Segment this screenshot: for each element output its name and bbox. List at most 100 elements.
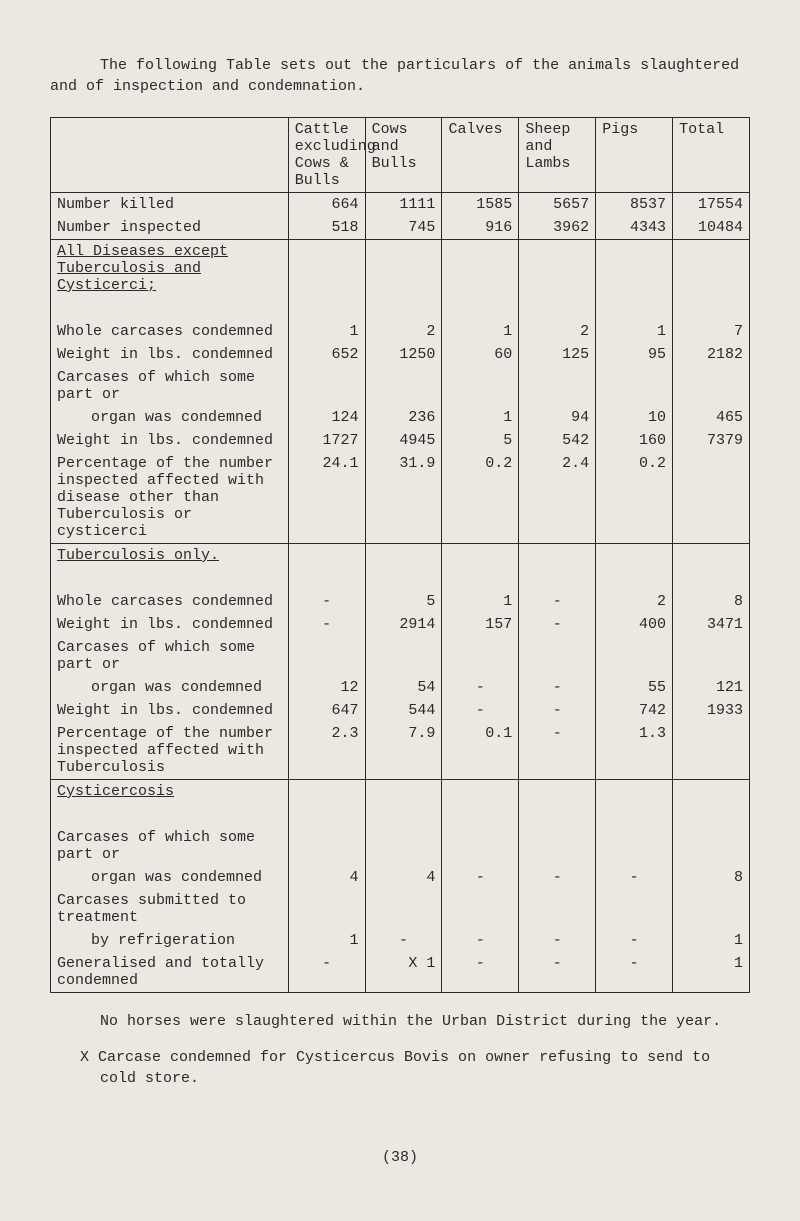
row-label: by refrigeration	[51, 929, 289, 952]
cell: 3471	[673, 613, 750, 636]
cell: 7	[673, 320, 750, 343]
cell: 2.4	[519, 452, 596, 544]
section-heading: All Diseases except Tuberculosis and Cys…	[51, 240, 289, 298]
row-label: Whole carcases condemned	[51, 590, 289, 613]
cell: 0.1	[442, 722, 519, 780]
cell: -	[519, 699, 596, 722]
cell: -	[596, 952, 673, 993]
cell: 652	[288, 343, 365, 366]
row-label: organ was condemned	[51, 866, 289, 889]
cell: 0.2	[442, 452, 519, 544]
cell: 1	[442, 406, 519, 429]
row-label: Carcases submitted to treatment	[51, 889, 289, 929]
cell: 7.9	[365, 722, 442, 780]
page-number: (38)	[50, 1149, 750, 1166]
col-pigs: Pigs	[596, 118, 673, 193]
cell: 8537	[596, 193, 673, 217]
cell: 4945	[365, 429, 442, 452]
cell: 2914	[365, 613, 442, 636]
table-row: Percentage of the number inspected affec…	[51, 452, 750, 544]
table-row	[51, 803, 750, 826]
cell: 664	[288, 193, 365, 217]
cell: -	[519, 613, 596, 636]
cell: 12	[288, 676, 365, 699]
table-row: Generalised and totally condemned - X 1 …	[51, 952, 750, 993]
cell: 647	[288, 699, 365, 722]
table-row: Whole carcases condemned 1 2 1 2 1 7	[51, 320, 750, 343]
cell: 0.2	[596, 452, 673, 544]
section-heading: Tuberculosis only.	[51, 544, 289, 568]
cell: 4	[288, 866, 365, 889]
cell: -	[442, 676, 519, 699]
table-row	[51, 297, 750, 320]
cell: -	[442, 952, 519, 993]
cell: 54	[365, 676, 442, 699]
cell: 916	[442, 216, 519, 240]
cell: -	[288, 590, 365, 613]
cell: 157	[442, 613, 519, 636]
cell: 124	[288, 406, 365, 429]
row-label: Carcases of which some part or	[51, 636, 289, 676]
cell: 1111	[365, 193, 442, 217]
row-label: Carcases of which some part or	[51, 826, 289, 866]
table-row: Weight in lbs. condemned 652 1250 60 125…	[51, 343, 750, 366]
row-label: Weight in lbs. condemned	[51, 429, 289, 452]
cell: -	[596, 866, 673, 889]
cell: 2	[596, 590, 673, 613]
cell: 31.9	[365, 452, 442, 544]
table-row: Weight in lbs. condemned 1727 4945 5 542…	[51, 429, 750, 452]
table-row: by refrigeration 1 - - - - 1	[51, 929, 750, 952]
cell: -	[596, 929, 673, 952]
col-blank	[51, 118, 289, 193]
table-row: Cysticercosis	[51, 780, 750, 804]
table-row: organ was condemned 4 4 - - - 8	[51, 866, 750, 889]
table-row: All Diseases except Tuberculosis and Cys…	[51, 240, 750, 298]
cell: -	[288, 952, 365, 993]
cell: 5	[442, 429, 519, 452]
cell: 1	[442, 590, 519, 613]
cell: 17554	[673, 193, 750, 217]
cell: 544	[365, 699, 442, 722]
col-sheep: Sheep and Lambs	[519, 118, 596, 193]
cell: 24.1	[288, 452, 365, 544]
row-label: Percentage of the number inspected affec…	[51, 452, 289, 544]
row-label: Weight in lbs. condemned	[51, 699, 289, 722]
cell: 2	[519, 320, 596, 343]
table-row: Weight in lbs. condemned - 2914 157 - 40…	[51, 613, 750, 636]
table-row: organ was condemned 124 236 1 94 10 465	[51, 406, 750, 429]
table-row: Whole carcases condemned - 5 1 - 2 8	[51, 590, 750, 613]
cell	[673, 452, 750, 544]
cell: 2182	[673, 343, 750, 366]
table-row: Carcases submitted to treatment	[51, 889, 750, 929]
row-label: organ was condemned	[51, 406, 289, 429]
section-heading: Cysticercosis	[51, 780, 289, 804]
cell: 3962	[519, 216, 596, 240]
row-label: Whole carcases condemned	[51, 320, 289, 343]
cell: 236	[365, 406, 442, 429]
row-label: Weight in lbs. condemned	[51, 343, 289, 366]
cell: 518	[288, 216, 365, 240]
col-calves: Calves	[442, 118, 519, 193]
cell: -	[365, 929, 442, 952]
footnote-horses: No horses were slaughtered within the Ur…	[50, 1011, 750, 1032]
cell: 1	[673, 952, 750, 993]
cell: 5	[365, 590, 442, 613]
cell: 542	[519, 429, 596, 452]
cell: 125	[519, 343, 596, 366]
cell: 10484	[673, 216, 750, 240]
table-row: Tuberculosis only.	[51, 544, 750, 568]
cell: -	[519, 676, 596, 699]
cell: 1	[288, 320, 365, 343]
cell: -	[519, 722, 596, 780]
slaughter-table: Cattle excluding Cows & Bulls Cows and B…	[50, 117, 750, 993]
cell: X 1	[365, 952, 442, 993]
cell: 742	[596, 699, 673, 722]
row-label: Number killed	[51, 193, 289, 217]
cell: 400	[596, 613, 673, 636]
cell: -	[519, 590, 596, 613]
row-label: Carcases of which some part or	[51, 366, 289, 406]
cell: 1.3	[596, 722, 673, 780]
table-row: Weight in lbs. condemned 647 544 - - 742…	[51, 699, 750, 722]
intro-text: The following Table sets out the particu…	[50, 55, 750, 97]
table-row: Number inspected 518 745 916 3962 4343 1…	[51, 216, 750, 240]
